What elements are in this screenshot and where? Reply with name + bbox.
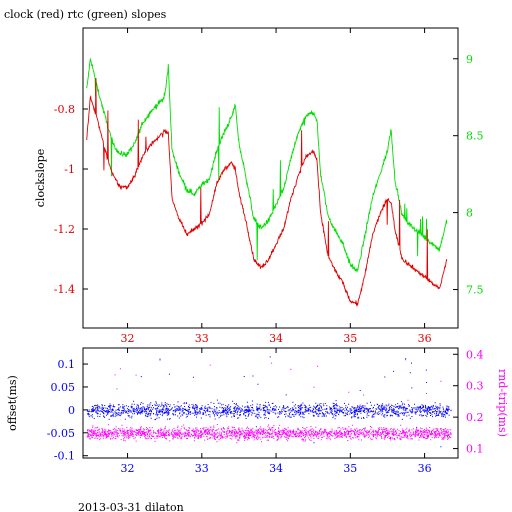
rndtrip-axis-label: rnd-trip(ms) bbox=[496, 369, 509, 437]
footer-caption: 2013-03-31 dilaton bbox=[78, 501, 184, 512]
y-tick-label: -0.05 bbox=[47, 427, 75, 440]
x-tick-label: 34 bbox=[269, 462, 283, 475]
bottom-y-ticks: 0.1 0.05 0 -0.05 -0.1 bbox=[47, 358, 88, 463]
y-tick-label: -0.1 bbox=[54, 450, 75, 463]
top-y2-ticks: 9 8.5 8 7.5 bbox=[453, 53, 484, 297]
x-tick-label: 36 bbox=[418, 462, 432, 475]
y2-tick-label: 0.2 bbox=[466, 411, 484, 424]
y2-tick-label: 0.3 bbox=[466, 380, 484, 393]
bottom-x-ticks: 32 33 34 35 36 bbox=[121, 348, 432, 475]
y-tick-label: -1 bbox=[64, 163, 75, 176]
x-tick-label: 35 bbox=[343, 462, 357, 475]
x-tick-label: 34 bbox=[269, 332, 283, 345]
y-tick-label: -1.2 bbox=[54, 223, 75, 236]
bottom-plot-frame bbox=[82, 347, 459, 459]
top-x-ticks: 32 33 34 35 36 bbox=[121, 28, 432, 345]
y-tick-label: -0.8 bbox=[54, 103, 75, 116]
x-tick-label: 33 bbox=[195, 332, 209, 345]
top-plot-frame bbox=[82, 27, 459, 329]
offset-axis-label: offset(ms) bbox=[6, 375, 19, 431]
y2-tick-label: 8.5 bbox=[466, 130, 484, 143]
x-tick-label: 35 bbox=[343, 332, 357, 345]
x-tick-label: 36 bbox=[418, 332, 432, 345]
y-tick-label: -1.4 bbox=[54, 283, 75, 296]
rndtrip-scatter-points bbox=[86, 359, 452, 444]
y2-tick-label: 9 bbox=[466, 53, 473, 66]
rtc-series-line bbox=[86, 57, 448, 273]
bottom-panel: 32 33 34 35 36 0.10.050-0.05-0.1 0.40.30.20.… bbox=[6, 347, 509, 475]
y-tick-label: 0.05 bbox=[51, 381, 76, 394]
y2-tick-label: 0.4 bbox=[466, 348, 484, 361]
y2-tick-label: 8 bbox=[466, 207, 473, 220]
chart-title: clock (red) rtc (green) slopes bbox=[4, 8, 167, 21]
top-y-ticks: -0.8 -1 -1.2 -1.4 bbox=[54, 103, 88, 296]
y-tick-label: 0 bbox=[68, 404, 75, 417]
top-panel: 32 33 34 35 36 -0.8 -1 -1.2 -1.4 9 8.5 8 7.5 clock… bbox=[34, 27, 484, 345]
bottom-y2-ticks: 0.4 0.3 0.2 0.1 bbox=[453, 348, 484, 456]
clock-series-line bbox=[86, 77, 448, 307]
y2-tick-label: 0.1 bbox=[466, 443, 484, 456]
top-data-layer bbox=[86, 57, 448, 307]
y2-tick-label: 7.5 bbox=[466, 284, 484, 297]
top-y-axis-label: clockslope bbox=[34, 149, 47, 207]
x-tick-label: 32 bbox=[121, 462, 135, 475]
bottom-data-layer bbox=[86, 356, 452, 448]
x-tick-label: 33 bbox=[195, 462, 209, 475]
y-tick-label: 0.1 bbox=[58, 358, 76, 371]
x-tick-label: 32 bbox=[121, 332, 135, 345]
